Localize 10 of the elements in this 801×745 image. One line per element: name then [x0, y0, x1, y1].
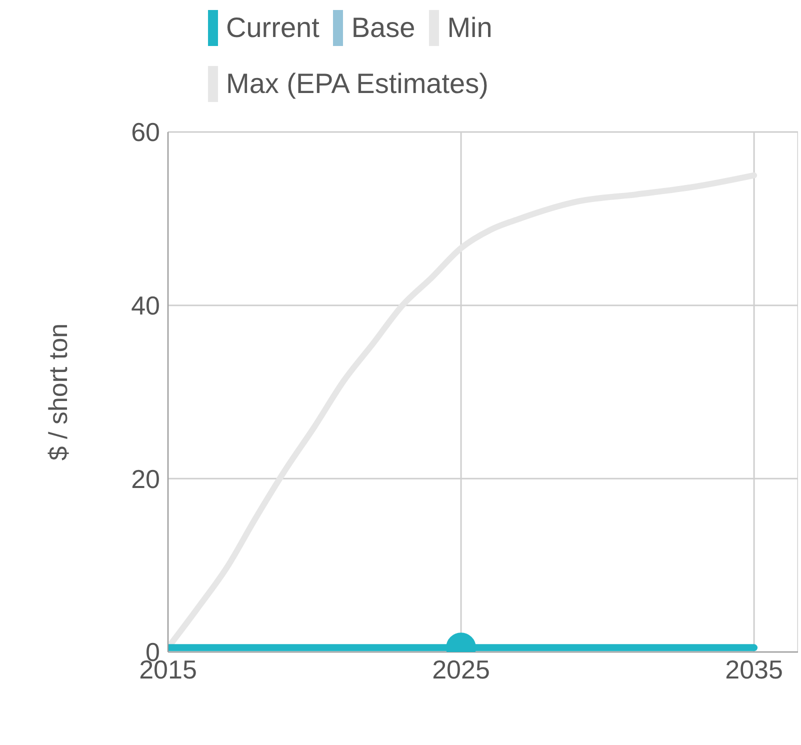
legend-label: Min [447, 12, 492, 44]
y-tick-label: 60 [131, 117, 160, 148]
y-tick-label: 40 [131, 290, 160, 321]
y-tick-label: 20 [131, 464, 160, 494]
x-tick-label: 2025 [432, 654, 490, 684]
x-tick-label: 2035 [725, 654, 783, 684]
legend-label: Current [226, 12, 320, 44]
legend-label: Max (EPA Estimates) [226, 68, 488, 100]
legend-label: Base [351, 12, 416, 44]
y-axis-title: $ / short ton [43, 323, 74, 461]
